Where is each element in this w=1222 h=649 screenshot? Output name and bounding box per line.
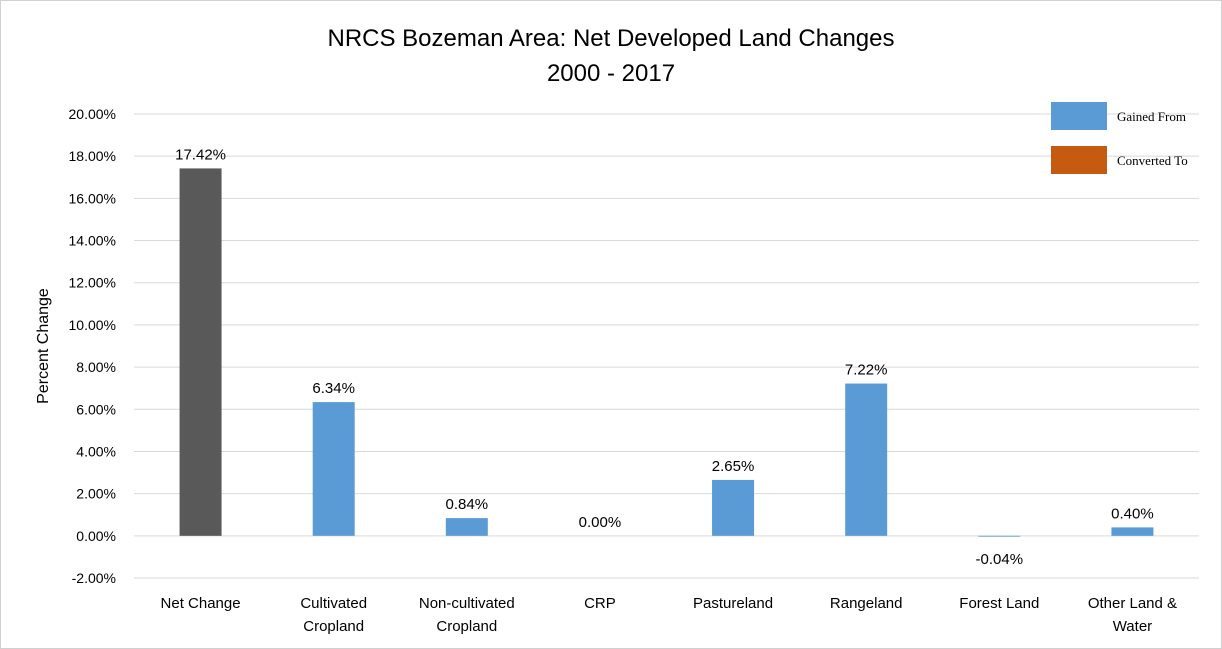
x-category-label: CRP [584, 595, 616, 612]
legend-swatch [1051, 102, 1107, 130]
x-category-label: Cultivated [300, 595, 367, 612]
x-category-label: Cropland [436, 618, 497, 635]
data-label: 6.34% [312, 380, 355, 397]
y-tick-label: 8.00% [76, 359, 116, 375]
y-tick-label: 2.00% [76, 486, 116, 502]
data-label: 17.42% [175, 146, 226, 163]
x-category-label: Other Land & [1088, 595, 1177, 612]
x-category-label: Water [1113, 618, 1152, 635]
legend-label: Converted To [1117, 153, 1188, 168]
data-label: 0.84% [446, 496, 489, 513]
bar [978, 535, 1021, 537]
y-axis-ticks: -2.00% 0.00% 2.00% 4.00% 6.00% 8.00% 10.00% 12.… [69, 106, 116, 586]
bars [179, 168, 1154, 537]
y-tick-label: 18.00% [69, 148, 116, 164]
bar [179, 168, 222, 536]
x-category-label: Pastureland [693, 595, 773, 612]
x-category-label: Cropland [303, 618, 364, 635]
y-tick-label: 12.00% [69, 275, 116, 291]
legend-label: Gained From [1117, 109, 1186, 124]
y-axis-label: Percent Change [35, 288, 52, 404]
y-tick-label: 6.00% [76, 401, 116, 417]
data-label: 0.40% [1111, 505, 1154, 522]
data-labels: 17.42% 6.34% 0.84% 0.00% 2.65% 7.22% -0.04% 0.4… [175, 146, 1154, 567]
y-tick-label: 16.00% [69, 190, 116, 206]
bar [712, 479, 755, 536]
bar [445, 518, 488, 536]
x-category-label: Rangeland [830, 595, 903, 612]
gridlines [134, 113, 1199, 579]
x-category-label: Net Change [161, 595, 241, 612]
y-tick-label: 4.00% [76, 443, 116, 459]
x-category-label: Non-cultivated [419, 595, 515, 612]
y-tick-label: 14.00% [69, 233, 116, 249]
y-tick-label: 10.00% [69, 317, 116, 333]
data-label: -0.04% [976, 551, 1024, 568]
legend: Gained From Converted To [1051, 102, 1188, 174]
y-tick-label: 20.00% [69, 106, 116, 122]
bar [312, 402, 355, 536]
chart-title: NRCS Bozeman Area: Net Developed Land Ch… [328, 25, 895, 52]
y-tick-label: 0.00% [76, 528, 116, 544]
chart-subtitle: 2000 - 2017 [547, 60, 675, 87]
x-axis-categories: Net Change Cultivated Cropland Non-cultivat… [161, 595, 1178, 635]
bar [1111, 527, 1154, 536]
legend-swatch [1051, 146, 1107, 174]
bar [845, 383, 888, 536]
x-category-label: Forest Land [959, 595, 1039, 612]
y-tick-label: -2.00% [72, 570, 116, 586]
data-label: 0.00% [579, 514, 622, 531]
data-label: 7.22% [845, 362, 888, 379]
data-label: 2.65% [712, 458, 755, 475]
